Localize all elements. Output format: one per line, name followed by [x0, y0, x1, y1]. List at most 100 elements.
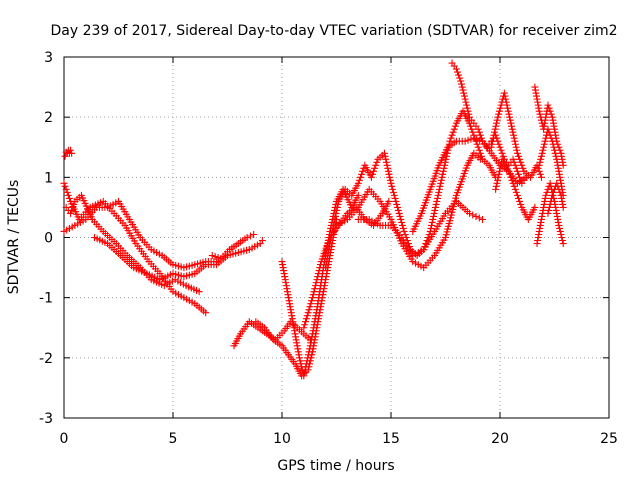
series-track-16 [487, 89, 545, 181]
data-point-plus-marker [556, 188, 564, 196]
data-point-plus-marker [243, 234, 251, 241]
data-point-plus-marker [545, 203, 553, 211]
data-point-plus-marker [519, 164, 527, 172]
data-point-plus-marker [541, 137, 549, 145]
data-point-plus-marker [429, 215, 437, 223]
data-point-plus-marker [309, 291, 317, 299]
y-tick-label: 1 [44, 170, 53, 186]
data-point-plus-marker [453, 68, 461, 76]
data-point-plus-marker [544, 209, 552, 217]
series-track-17 [492, 155, 539, 223]
series-track-18 [531, 83, 567, 169]
data-point-plus-marker [508, 176, 516, 184]
data-point-plus-marker [448, 131, 456, 139]
data-point-plus-marker [496, 164, 504, 172]
data-point-plus-marker [517, 158, 525, 166]
data-point-plus-marker [463, 104, 471, 112]
data-point-plus-marker [534, 164, 542, 172]
series-track-2 [60, 197, 221, 272]
data-point-plus-marker [332, 209, 340, 217]
data-point-plus-marker [383, 161, 391, 169]
data-point-plus-marker [476, 131, 484, 139]
data-point-plus-marker [305, 348, 313, 356]
data-point-plus-marker [457, 77, 465, 85]
data-point-plus-marker [475, 214, 483, 222]
data-point-plus-marker [548, 191, 556, 199]
data-point-plus-marker [468, 125, 476, 133]
data-point-plus-marker [356, 173, 364, 181]
series-track-13 [354, 197, 487, 260]
data-point-plus-marker [434, 191, 442, 199]
data-point-plus-marker [500, 89, 508, 97]
data-point-plus-marker [195, 288, 203, 296]
data-point-plus-marker [491, 128, 499, 136]
data-point-plus-marker [558, 237, 566, 245]
data-point-plus-marker [64, 191, 72, 199]
data-point-plus-marker [68, 206, 76, 214]
data-point-plus-marker [295, 354, 303, 362]
data-point-plus-marker [389, 188, 397, 196]
data-point-plus-marker [540, 143, 548, 151]
data-point-plus-marker [69, 203, 77, 211]
data-point-plus-marker [531, 203, 539, 211]
data-point-plus-marker [68, 149, 76, 157]
data-point-plus-marker [475, 146, 483, 154]
data-point-plus-marker [371, 164, 379, 172]
data-point-plus-marker [495, 110, 503, 118]
data-point-plus-marker [390, 191, 398, 199]
data-marks [60, 59, 567, 380]
tick-labels: 0 5 10 15 20 25 -3 -2 -1 0 1 2 3 [39, 50, 618, 447]
data-point-plus-marker [513, 146, 521, 154]
data-point-plus-marker [462, 98, 470, 106]
data-point-plus-marker [439, 170, 447, 178]
data-point-plus-marker [510, 182, 518, 190]
data-point-plus-marker [552, 152, 560, 160]
data-point-plus-marker [473, 135, 481, 143]
data-point-plus-marker [428, 218, 436, 226]
data-point-plus-marker [302, 360, 310, 368]
data-point-plus-marker [384, 167, 392, 175]
data-point-plus-marker [392, 197, 400, 205]
data-point-plus-marker [515, 194, 523, 202]
data-point-plus-marker [431, 203, 439, 211]
data-point-plus-marker [547, 110, 555, 118]
data-point-plus-marker [431, 206, 439, 214]
data-point-plus-marker [513, 167, 521, 175]
data-point-plus-marker [516, 173, 524, 181]
data-point-plus-marker [546, 131, 554, 139]
data-point-plus-marker [497, 161, 505, 169]
data-point-plus-marker [479, 215, 487, 223]
data-point-plus-marker [504, 104, 512, 112]
data-point-plus-marker [511, 161, 519, 169]
data-point-plus-marker [300, 324, 308, 332]
data-point-plus-marker [386, 173, 394, 181]
data-point-plus-marker [511, 137, 519, 145]
data-point-plus-marker [389, 185, 397, 193]
data-point-plus-marker [399, 224, 407, 232]
data-point-plus-marker [463, 101, 471, 109]
data-point-plus-marker [400, 227, 408, 235]
data-point-plus-marker [202, 309, 210, 317]
data-point-plus-marker [492, 122, 500, 130]
data-point-plus-marker [489, 134, 497, 142]
data-point-plus-marker [305, 306, 313, 314]
data-point-plus-marker [433, 197, 441, 205]
data-point-plus-marker [494, 176, 502, 184]
data-point-plus-marker [312, 279, 320, 287]
data-point-plus-marker [359, 167, 367, 175]
data-point-plus-marker [515, 152, 523, 160]
data-point-plus-marker [67, 146, 75, 154]
data-point-plus-marker [539, 146, 547, 154]
data-point-plus-marker [440, 164, 448, 172]
y-tick-label: 3 [44, 50, 53, 66]
data-point-plus-marker [355, 176, 363, 184]
data-point-plus-marker [465, 209, 473, 217]
data-point-plus-marker [309, 294, 317, 302]
data-point-plus-marker [503, 101, 511, 109]
data-point-plus-marker [456, 74, 464, 82]
data-point-plus-marker [517, 200, 525, 208]
data-point-plus-marker [547, 197, 555, 205]
data-point-plus-marker [546, 200, 554, 208]
data-point-plus-marker [553, 179, 561, 187]
